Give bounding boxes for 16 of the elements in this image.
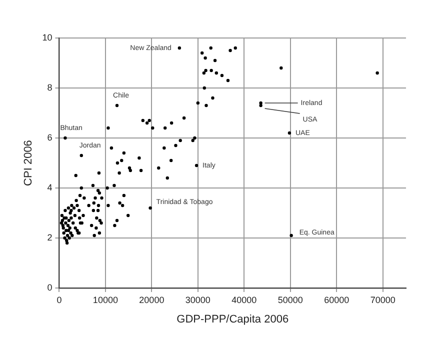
x-tick-label: 10000: [92, 294, 118, 305]
x-tick-label: 30000: [185, 294, 210, 305]
y-tick-label: 2: [47, 232, 52, 242]
x-tick-label: 60000: [324, 294, 350, 305]
y-tick-label: 0: [47, 282, 52, 292]
x-axis-title: GDP-PPP/Capita 2006: [176, 313, 289, 326]
y-tick-label: 4: [47, 182, 52, 192]
x-tick-label: 40000: [232, 294, 257, 305]
x-tick-label: 0: [56, 294, 62, 305]
x-tick-label: 70000: [370, 294, 396, 305]
y-tick-label: 6: [47, 132, 52, 142]
y-tick-label: 8: [47, 82, 52, 92]
y-tick-label: 10: [42, 32, 52, 42]
y-axis-title: CPI 2006: [22, 140, 35, 186]
x-tick-label: 20000: [139, 294, 164, 305]
x-tick-label: 50000: [278, 294, 303, 305]
